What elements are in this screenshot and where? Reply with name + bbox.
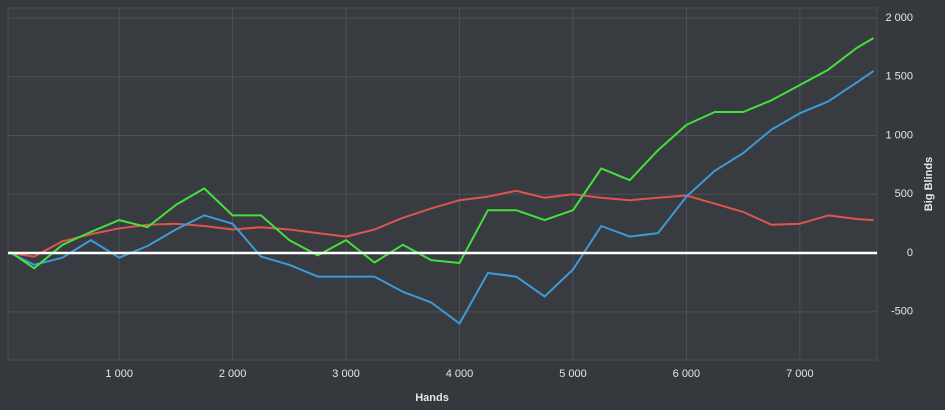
y-tick-label: 500	[895, 188, 913, 200]
x-tick-label: 7 000	[786, 368, 814, 380]
x-tick-label: 1 000	[105, 368, 133, 380]
x-tick-label: 3 000	[332, 368, 360, 380]
y-tick-label: 0	[907, 247, 913, 259]
x-axis-title: Hands	[415, 392, 449, 404]
y-tick-label: 1 500	[885, 71, 913, 83]
series-line	[9, 70, 875, 325]
x-tick-label: 4 000	[446, 368, 474, 380]
y-tick-label: 1 000	[885, 129, 913, 141]
x-tick-label: 5 000	[559, 368, 587, 380]
x-tick-label: 2 000	[219, 368, 247, 380]
plot-area	[7, 7, 878, 361]
y-tick-label: 2 000	[885, 12, 913, 24]
x-tick-label: 6 000	[673, 368, 701, 380]
y-axis-title: Big Blinds	[923, 157, 935, 211]
y-tick-label: -500	[891, 306, 913, 318]
series-line	[9, 37, 875, 270]
